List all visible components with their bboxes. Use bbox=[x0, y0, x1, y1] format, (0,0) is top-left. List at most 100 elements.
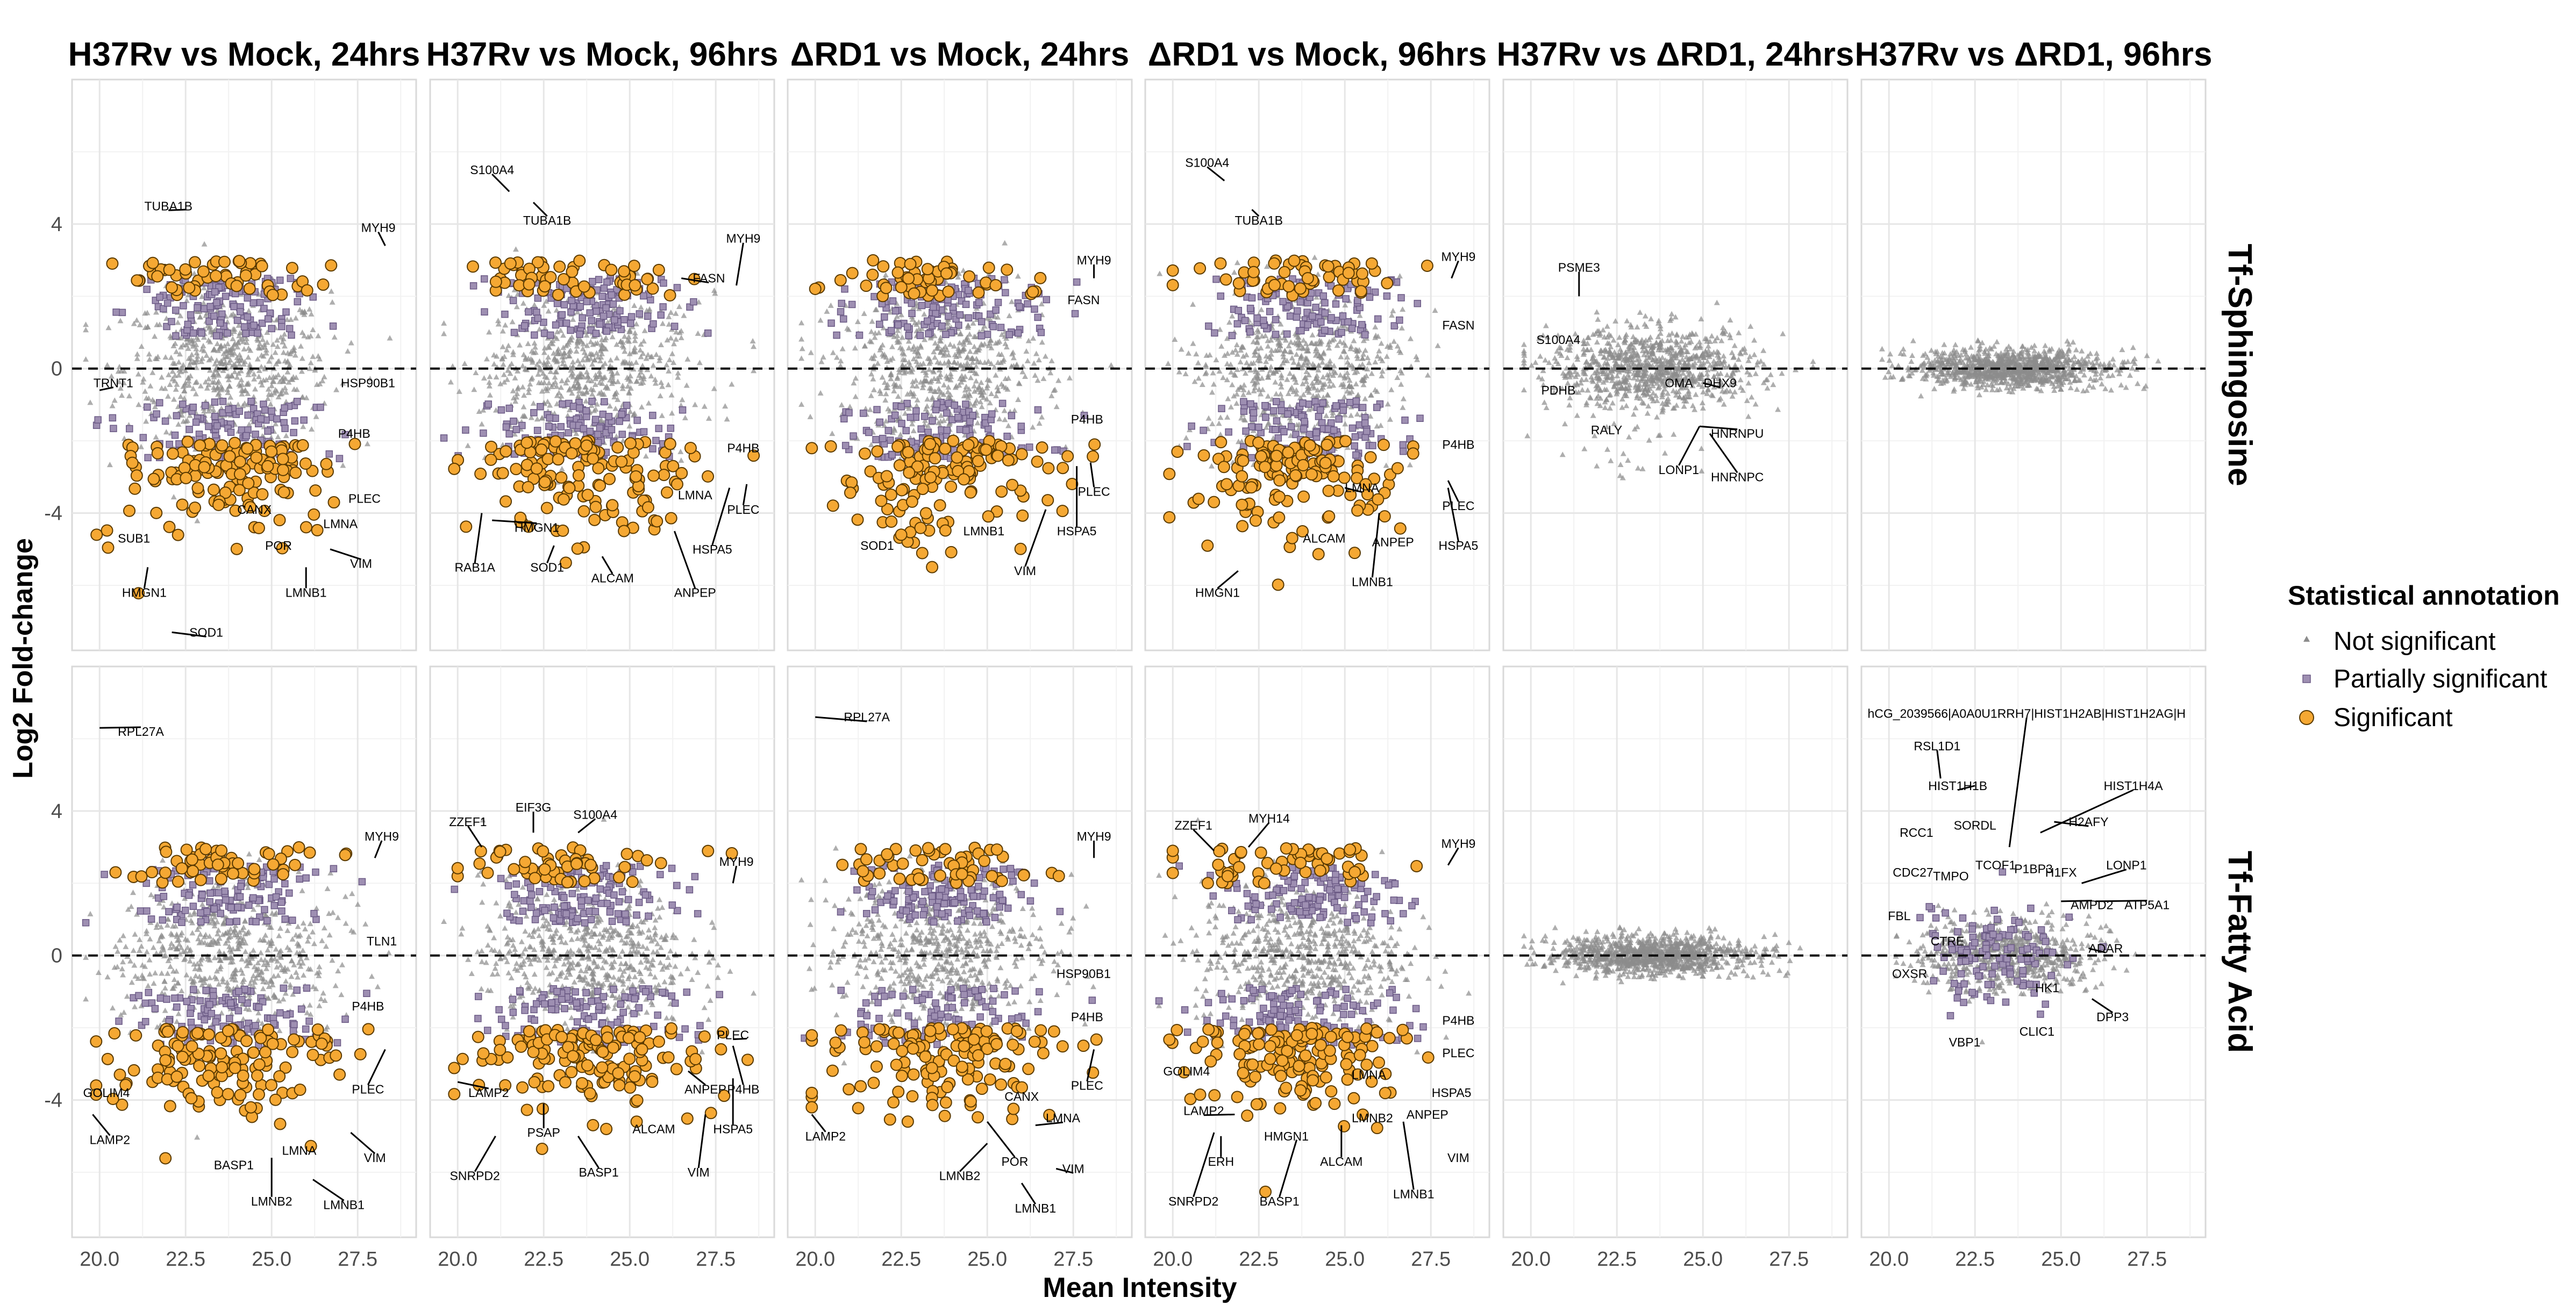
point-partially-significant bbox=[1273, 317, 1279, 323]
point-partially-significant bbox=[217, 320, 224, 326]
point-significant bbox=[151, 507, 162, 519]
point-significant bbox=[1379, 511, 1390, 522]
point-significant bbox=[1221, 478, 1232, 490]
point-partially-significant bbox=[929, 418, 936, 424]
point-significant bbox=[894, 460, 905, 471]
point-partially-significant bbox=[113, 309, 119, 316]
point-partially-significant bbox=[1338, 329, 1345, 335]
point-partially-significant bbox=[498, 407, 504, 413]
point-significant bbox=[951, 452, 962, 463]
point-partially-significant bbox=[236, 408, 242, 414]
point-significant bbox=[523, 482, 534, 493]
point-partially-significant bbox=[1235, 307, 1241, 314]
point-partially-significant bbox=[194, 305, 201, 311]
point-partially-significant bbox=[672, 323, 678, 329]
point-partially-significant bbox=[1034, 407, 1041, 413]
point-partially-significant bbox=[1234, 320, 1240, 327]
point-partially-significant bbox=[918, 426, 924, 432]
point-significant bbox=[1057, 462, 1068, 474]
point-significant bbox=[167, 448, 179, 459]
point-partially-significant bbox=[650, 446, 656, 452]
point-partially-significant bbox=[1328, 314, 1335, 321]
point-partially-significant bbox=[579, 314, 586, 321]
point-significant bbox=[604, 474, 615, 485]
point-partially-significant bbox=[627, 320, 634, 327]
point-significant bbox=[234, 469, 246, 480]
point-significant bbox=[147, 257, 159, 269]
point-partially-significant bbox=[889, 298, 896, 304]
point-partially-significant bbox=[212, 289, 218, 295]
point-partially-significant bbox=[583, 298, 590, 305]
point-significant bbox=[312, 525, 323, 536]
point-significant bbox=[500, 496, 511, 507]
point-significant bbox=[946, 547, 957, 558]
point-significant bbox=[658, 469, 669, 481]
point-significant bbox=[166, 282, 177, 293]
point-significant bbox=[262, 461, 273, 472]
point-significant bbox=[539, 477, 551, 488]
point-significant bbox=[460, 521, 472, 532]
point-partially-significant bbox=[503, 424, 509, 431]
point-partially-significant bbox=[1247, 329, 1253, 335]
point-partially-significant bbox=[254, 330, 261, 336]
gene-label: MYH9 bbox=[361, 221, 396, 235]
point-partially-significant bbox=[1301, 418, 1308, 425]
point-significant bbox=[550, 436, 561, 447]
point-partially-significant bbox=[979, 333, 985, 339]
point-partially-significant bbox=[1349, 425, 1355, 432]
point-partially-significant bbox=[568, 297, 575, 304]
point-significant bbox=[1355, 285, 1367, 297]
point-significant bbox=[1017, 510, 1028, 521]
point-partially-significant bbox=[287, 275, 294, 282]
point-partially-significant bbox=[190, 404, 196, 411]
point-partially-significant bbox=[608, 426, 615, 433]
point-partially-significant bbox=[1315, 413, 1322, 420]
point-significant bbox=[124, 505, 135, 517]
point-partially-significant bbox=[843, 442, 849, 449]
point-significant bbox=[554, 261, 565, 273]
point-partially-significant bbox=[1249, 295, 1255, 301]
point-significant bbox=[1259, 461, 1271, 472]
point-significant bbox=[579, 281, 590, 292]
point-partially-significant bbox=[563, 320, 570, 326]
point-significant bbox=[825, 441, 837, 452]
point-partially-significant bbox=[1034, 314, 1041, 320]
point-partially-significant bbox=[589, 278, 596, 285]
point-partially-significant bbox=[153, 411, 160, 417]
point-partially-significant bbox=[595, 431, 601, 438]
point-partially-significant bbox=[441, 435, 447, 441]
point-significant bbox=[486, 441, 497, 453]
point-significant bbox=[490, 276, 502, 288]
point-partially-significant bbox=[1016, 303, 1023, 310]
point-partially-significant bbox=[184, 321, 191, 327]
point-partially-significant bbox=[212, 413, 218, 420]
point-partially-significant bbox=[1043, 296, 1050, 303]
point-significant bbox=[240, 270, 252, 281]
point-partially-significant bbox=[576, 405, 583, 411]
point-partially-significant bbox=[1353, 398, 1359, 404]
point-partially-significant bbox=[1026, 444, 1033, 450]
point-partially-significant bbox=[531, 410, 537, 416]
point-significant bbox=[266, 446, 277, 457]
point-significant bbox=[106, 258, 118, 269]
point-significant bbox=[886, 489, 897, 500]
point-partially-significant bbox=[559, 312, 565, 318]
point-significant bbox=[881, 470, 893, 482]
point-partially-significant bbox=[583, 407, 589, 414]
point-partially-significant bbox=[554, 300, 561, 307]
point-partially-significant bbox=[1200, 427, 1207, 434]
point-significant bbox=[277, 464, 289, 476]
point-partially-significant bbox=[165, 300, 171, 306]
point-partially-significant bbox=[1333, 403, 1339, 409]
point-partially-significant bbox=[965, 314, 972, 321]
point-significant bbox=[1037, 442, 1048, 453]
point-significant bbox=[1089, 439, 1100, 450]
point-partially-significant bbox=[576, 331, 583, 338]
gene-label: ALCAM bbox=[591, 571, 634, 585]
point-partially-significant bbox=[279, 324, 285, 330]
point-partially-significant bbox=[905, 332, 912, 339]
point-partially-significant bbox=[1383, 293, 1390, 299]
point-significant bbox=[500, 446, 511, 457]
